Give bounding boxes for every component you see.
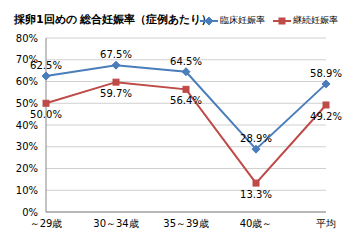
svg-text:50.0%: 50.0% — [30, 109, 62, 120]
svg-text:64.5%: 64.5% — [170, 56, 202, 67]
svg-text:60%: 60% — [16, 76, 38, 87]
svg-text:62.5%: 62.5% — [30, 60, 62, 71]
svg-text:35～39歳: 35～39歳 — [163, 218, 208, 229]
svg-text:～29歳: ～29歳 — [30, 218, 63, 229]
svg-text:56.4%: 56.4% — [170, 95, 202, 106]
svg-text:49.2%: 49.2% — [310, 111, 342, 122]
svg-text:30～34歳: 30～34歳 — [93, 218, 138, 229]
svg-text:30%: 30% — [16, 141, 38, 152]
svg-text:67.5%: 67.5% — [100, 49, 132, 60]
svg-text:28.9%: 28.9% — [240, 133, 272, 144]
html-text:臨床妊娠率: 臨床妊娠率 — [220, 15, 265, 25]
svg-text:70%: 70% — [15, 54, 38, 66]
svg-text:59.7%: 59.7% — [100, 88, 132, 99]
svg-text:40%: 40% — [16, 120, 38, 131]
svg-text:80%: 80% — [16, 33, 38, 44]
svg-text:20%: 20% — [16, 163, 38, 174]
html-text:継続妊娠率: 継続妊娠率 — [293, 15, 338, 25]
svg-text:0%: 0% — [22, 207, 38, 218]
svg-text:10%: 10% — [16, 185, 38, 196]
svg-text:50%: 50% — [16, 98, 38, 109]
svg-text:13.3%: 13.3% — [240, 189, 272, 200]
svg-text:平均: 平均 — [316, 218, 336, 229]
svg-text:40歳～: 40歳～ — [240, 218, 273, 229]
svg-text:58.9%: 58.9% — [310, 68, 342, 79]
html-text:採卵1回めの 総合妊娠率（症例あたり）: 採卵1回めの 総合妊娠率（症例あたり） — [14, 13, 213, 26]
